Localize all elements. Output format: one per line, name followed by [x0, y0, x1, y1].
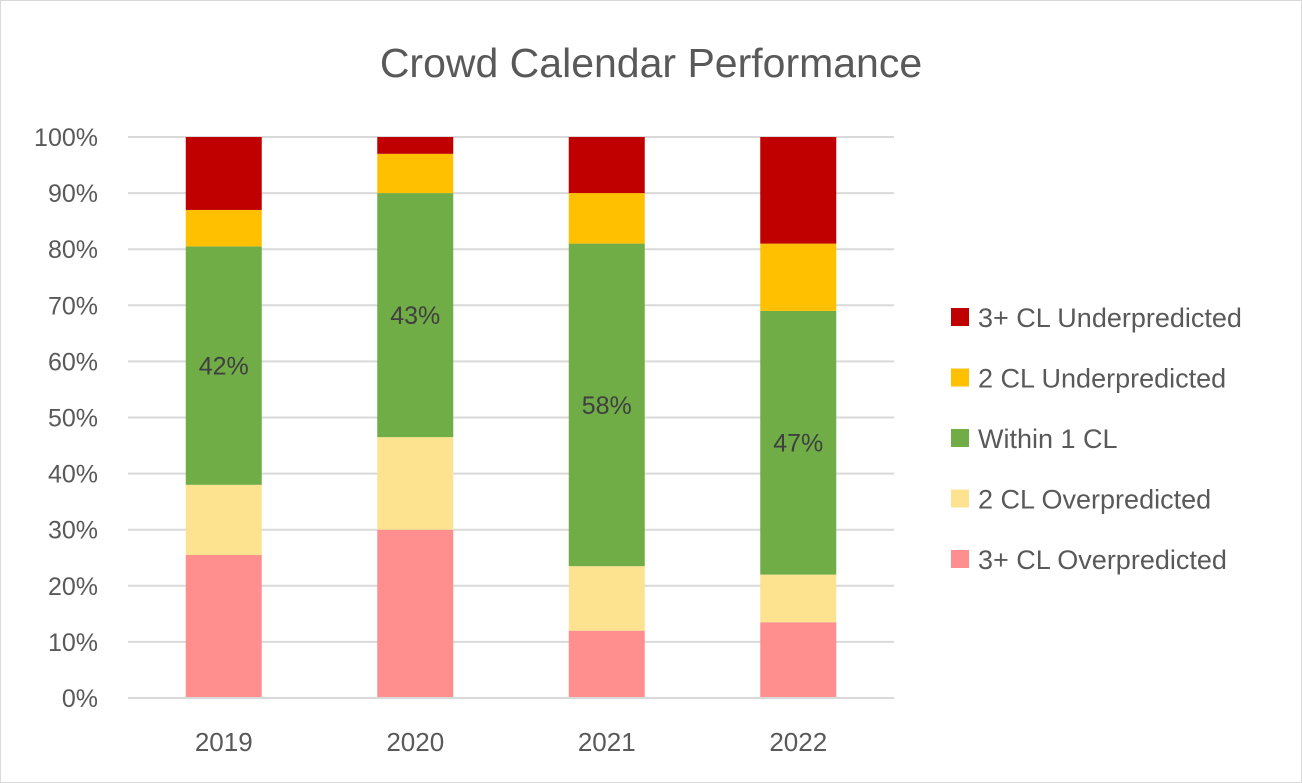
- legend: 3+ CL Underpredicted 2 CL Underpredicted W…: [951, 303, 1242, 575]
- legend-swatch: [951, 550, 969, 568]
- x-tick-label: 2019: [195, 727, 253, 757]
- bar-segment: [377, 193, 454, 438]
- bar-segment: [377, 153, 454, 194]
- bar-segment: [760, 137, 837, 244]
- legend-swatch: [951, 308, 969, 326]
- bar-segment: [568, 137, 645, 194]
- bar-segment: [185, 554, 262, 698]
- y-tick-label: 10%: [48, 629, 98, 657]
- y-tick-label: 70%: [48, 292, 98, 320]
- bar-segment: [760, 622, 837, 698]
- legend-label: 3+ CL Underpredicted: [978, 303, 1242, 333]
- bar-segment: [377, 137, 454, 154]
- y-axis: 0% 10% 20% 30% 40% 50% 60% 70% 80% 90% 100%: [34, 124, 98, 713]
- legend-label: 3+ CL Overpredicted: [978, 545, 1227, 575]
- bar-segment: [185, 137, 262, 210]
- x-tick-label: 2022: [769, 727, 827, 757]
- x-axis: 2019 2020 2021 2022: [128, 697, 894, 757]
- bar-segment: [760, 243, 837, 311]
- legend-label: Within 1 CL: [978, 424, 1118, 454]
- bar-segment: [185, 484, 262, 555]
- x-tick-label: 2020: [386, 727, 444, 757]
- chart-title: Crowd Calendar Performance: [380, 40, 922, 86]
- y-tick-label: 60%: [48, 348, 98, 376]
- data-label: 47%: [773, 430, 823, 458]
- bars: [185, 137, 837, 698]
- y-tick-label: 100%: [34, 124, 98, 152]
- legend-swatch: [951, 368, 969, 387]
- bar-segment: [568, 630, 645, 698]
- data-label: 43%: [390, 302, 440, 330]
- x-tick-label: 2021: [578, 727, 636, 757]
- legend-swatch: [951, 489, 969, 508]
- bar-segment: [377, 437, 454, 530]
- y-tick-label: 80%: [48, 236, 98, 264]
- legend-label: 2 CL Overpredicted: [978, 485, 1211, 515]
- bar-segment: [568, 243, 645, 567]
- data-label: 58%: [582, 392, 632, 420]
- y-tick-label: 90%: [48, 180, 98, 208]
- bar-segment: [185, 209, 262, 247]
- bar-segment: [760, 574, 837, 623]
- data-label: 42%: [199, 353, 249, 381]
- bar-segment: [760, 310, 837, 575]
- bar-segment: [568, 193, 645, 244]
- y-tick-label: 20%: [48, 573, 98, 601]
- bar-segment: [568, 566, 645, 631]
- data-labels: 42% 43% 58% 47%: [199, 302, 824, 458]
- y-tick-label: 40%: [48, 461, 98, 489]
- y-tick-label: 30%: [48, 517, 98, 545]
- bar-segment: [185, 246, 262, 485]
- bar-segment: [377, 529, 454, 698]
- y-tick-label: 0%: [62, 685, 98, 713]
- y-tick-label: 50%: [48, 405, 98, 433]
- legend-label: 2 CL Underpredicted: [978, 364, 1226, 394]
- legend-swatch: [951, 429, 969, 447]
